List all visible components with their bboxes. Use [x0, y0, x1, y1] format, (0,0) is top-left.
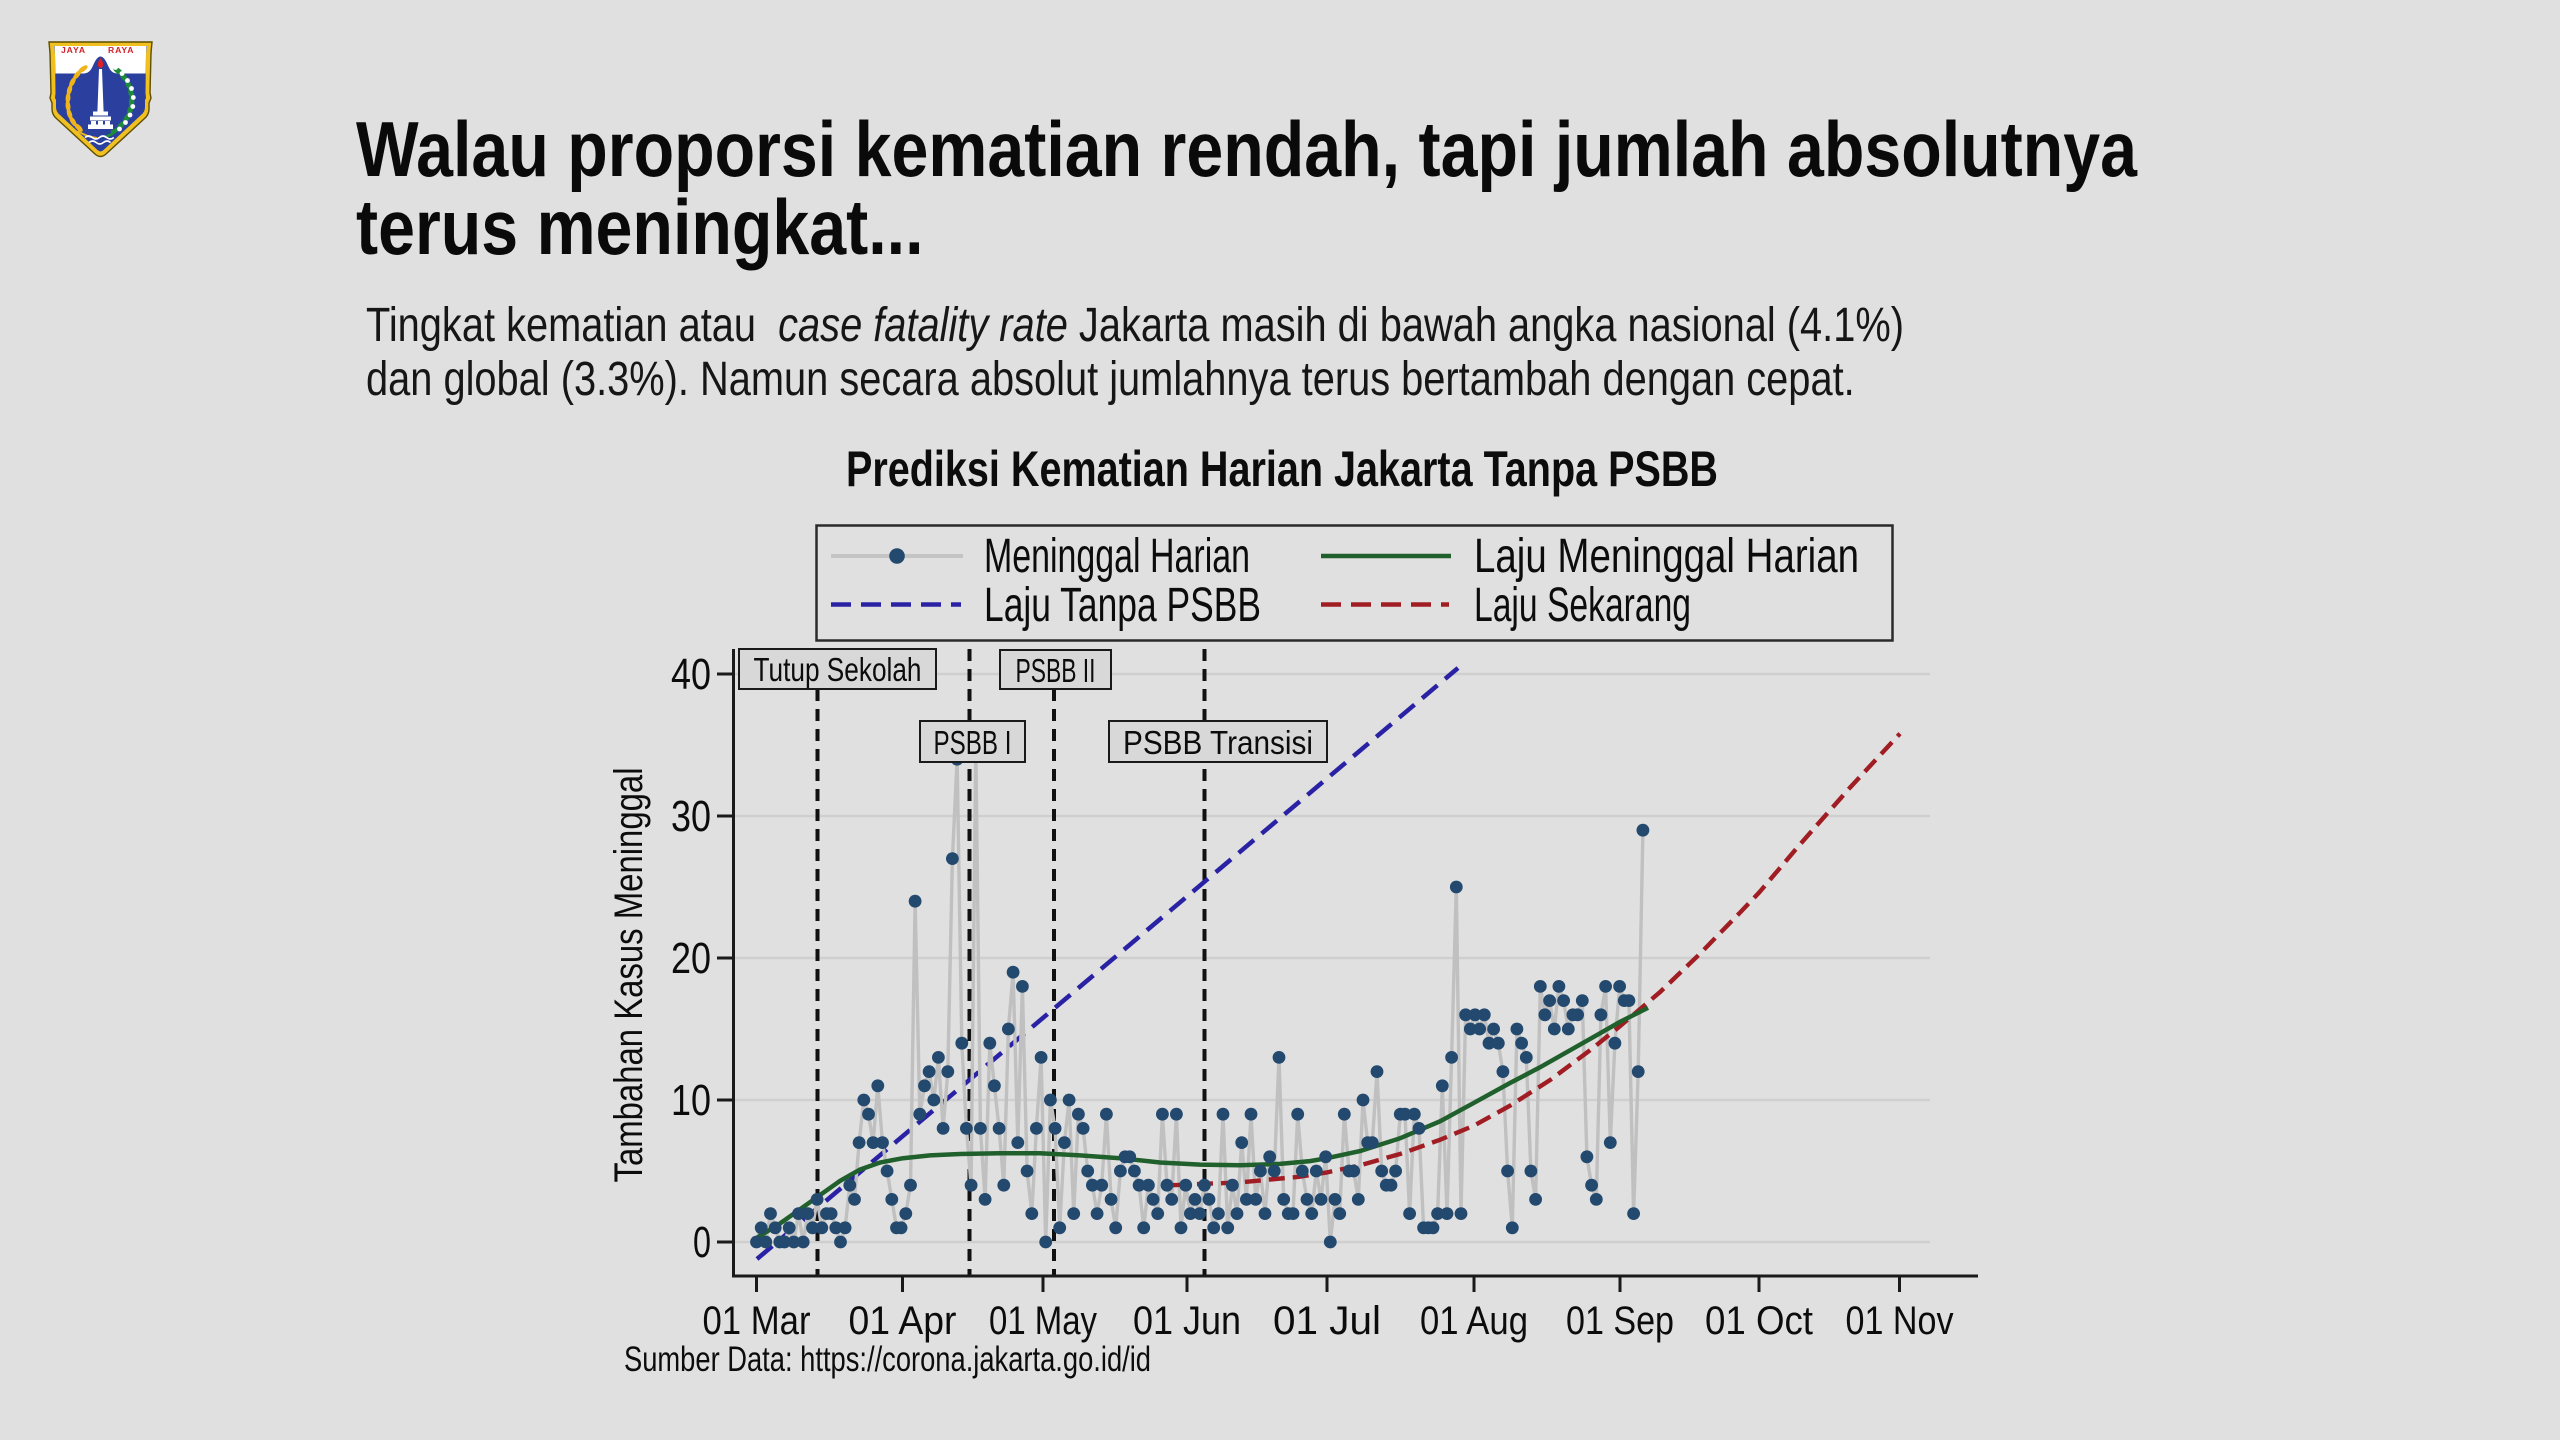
svg-text:01 Jul: 01 Jul: [1273, 1299, 1381, 1343]
svg-text:01 Jun: 01 Jun: [1133, 1299, 1241, 1343]
svg-text:Sumber Data: https://corona.ja: Sumber Data: https://corona.jakarta.go.i…: [624, 1340, 1151, 1379]
svg-text:Tambahan Kasus Meninggal: Tambahan Kasus Meninggal: [607, 768, 651, 1183]
svg-text:01 Nov: 01 Nov: [1846, 1299, 1954, 1343]
svg-text:01 Sep: 01 Sep: [1566, 1299, 1674, 1343]
svg-text:Prediksi Kematian Harian Jakar: Prediksi Kematian Harian Jakarta Tanpa P…: [846, 441, 1718, 497]
svg-text:Meninggal Harian: Meninggal Harian: [984, 530, 1250, 583]
svg-text:40: 40: [671, 650, 711, 699]
svg-text:30: 30: [671, 792, 711, 841]
svg-text:Laju Tanpa PSBB: Laju Tanpa PSBB: [984, 579, 1261, 632]
svg-text:Tutup Sekolah: Tutup Sekolah: [754, 651, 922, 688]
svg-text:01 May: 01 May: [989, 1299, 1097, 1343]
svg-text:PSBB I: PSBB I: [934, 724, 1012, 761]
svg-text:20: 20: [671, 934, 711, 983]
svg-text:01 Mar: 01 Mar: [703, 1299, 811, 1343]
svg-text:PSBB Transisi: PSBB Transisi: [1123, 724, 1313, 761]
svg-text:JAYA: JAYA: [61, 45, 86, 55]
svg-text:01 Oct: 01 Oct: [1705, 1299, 1813, 1343]
svg-text:01 Aug: 01 Aug: [1420, 1299, 1528, 1343]
svg-text:0: 0: [693, 1218, 711, 1267]
svg-text:PSBB II: PSBB II: [1016, 652, 1096, 689]
svg-text:RAYA: RAYA: [108, 45, 134, 55]
svg-text:Laju Sekarang: Laju Sekarang: [1474, 579, 1691, 632]
svg-text:Laju Meninggal Harian: Laju Meninggal Harian: [1474, 530, 1859, 583]
svg-text:10: 10: [671, 1076, 711, 1125]
svg-text:01 Apr: 01 Apr: [849, 1299, 957, 1343]
